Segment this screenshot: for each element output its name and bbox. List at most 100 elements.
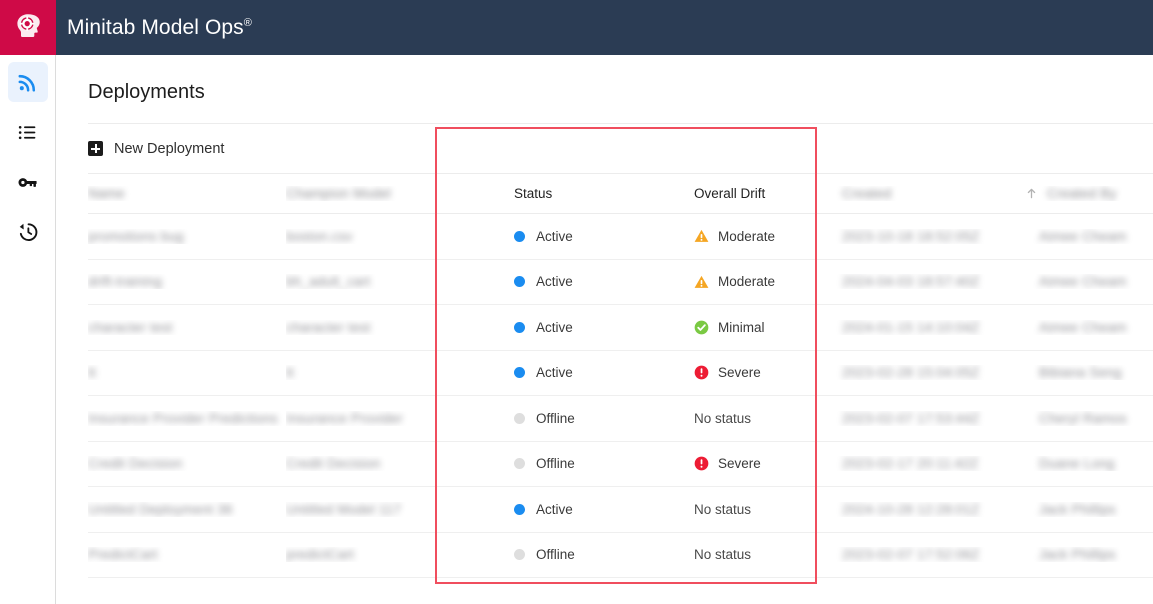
drift-label: Severe: [718, 456, 761, 472]
table-row[interactable]: promotions bug boston.csv Active Moderate 20…: [88, 214, 1153, 260]
sidebar-item-list[interactable]: [8, 112, 48, 152]
created-timestamp: 2023-02-07 17:52:06Z: [842, 547, 980, 563]
table-row[interactable]: Untitled Deployment 36 Untitled Model 117…: [88, 487, 1153, 533]
app-logo[interactable]: [0, 0, 56, 55]
table-row[interactable]: drift-training bh_adult_cart Active Moderat…: [88, 260, 1153, 305]
cell-name: drift-training: [88, 274, 286, 289]
sidebar-item-history[interactable]: [8, 212, 48, 252]
sidebar-item-api-keys[interactable]: [8, 162, 48, 202]
created-timestamp: 2024-10-28 12:28:01Z: [842, 501, 980, 517]
cell-created-by: Cheryl Ramos: [1015, 411, 1153, 426]
cell-name: Untitled Deployment 36: [88, 502, 286, 517]
cell-champion-model: Untitled Model 117: [286, 502, 476, 517]
deployment-name: drift-training: [88, 274, 163, 290]
table-row[interactable]: Insurance Provider Predictions Insurance …: [88, 396, 1153, 442]
cell-status: Offline: [476, 411, 663, 426]
status-label: Active: [536, 319, 573, 335]
cell-created-by: Bibiana Seng: [1015, 365, 1153, 380]
table-row[interactable]: PredictCart predictCart Offline No status 20…: [88, 533, 1153, 578]
check-circle-icon: [694, 320, 709, 335]
sidebar-item-deployments[interactable]: [7, 62, 48, 102]
deployment-name: tt: [88, 365, 96, 381]
page-title-app: Minitab Model Ops®: [67, 16, 252, 40]
status-label: Active: [536, 228, 573, 244]
status-dot-offline-icon: [514, 549, 525, 561]
column-header-created-by[interactable]: Created By: [1015, 186, 1153, 201]
column-header-name-label: Name: [88, 186, 125, 201]
champion-model-name: character test: [286, 319, 371, 335]
column-header-status[interactable]: Status: [476, 186, 663, 201]
cell-champion-model: predictCart: [286, 547, 476, 562]
cell-status: Active: [476, 229, 663, 244]
created-timestamp: 2024-04-03 18:57:40Z: [842, 274, 980, 290]
registered-mark: ®: [243, 16, 252, 29]
created-by-user: Jack Phillips: [1039, 547, 1116, 563]
status-label: Offline: [536, 456, 575, 472]
column-header-model[interactable]: Champion Model: [286, 186, 476, 201]
drift-label: Moderate: [718, 228, 776, 244]
new-deployment-button[interactable]: New Deployment: [114, 140, 225, 157]
column-header-drift-label: Overall Drift: [694, 186, 766, 201]
drift-label: Moderate: [718, 274, 776, 290]
cell-champion-model: tt: [286, 365, 476, 380]
cell-overall-drift: Minimal: [663, 320, 818, 335]
status-dot-active-icon: [514, 503, 525, 515]
status-dot-active-icon: [514, 321, 525, 333]
status-dot-offline-icon: [514, 458, 525, 470]
warning-triangle-icon: [694, 229, 709, 243]
cell-champion-model: Insurance Provider: [286, 411, 476, 426]
sort-arrow-icon[interactable]: [1025, 188, 1037, 199]
toolbar: New Deployment: [57, 124, 1153, 173]
app-title-text: Minitab Model Ops: [67, 15, 244, 39]
cell-overall-drift: Severe: [663, 456, 818, 471]
table-row[interactable]: character test character test Active Minima…: [88, 305, 1153, 351]
cell-status: Offline: [476, 547, 663, 562]
champion-model-name: tt: [286, 365, 294, 381]
created-timestamp: 2023-02-28 15:04:05Z: [842, 365, 980, 381]
cell-name: Insurance Provider Predictions: [88, 411, 286, 426]
cell-created: 2024-04-03 18:57:40Z: [818, 274, 1015, 289]
cell-created: 2023-02-07 17:53:44Z: [818, 411, 1015, 426]
column-header-created[interactable]: Created: [818, 186, 1015, 201]
champion-model-name: Credit Decision: [286, 456, 381, 472]
cell-status: Active: [476, 274, 663, 289]
champion-model-name: boston.csv: [286, 228, 353, 244]
cell-status: Active: [476, 365, 663, 380]
table-row[interactable]: Credit Decision Credit Decision Offline Sev…: [88, 442, 1153, 487]
history-clock-icon: [19, 223, 37, 242]
cell-overall-drift: No status: [663, 547, 818, 562]
deployment-name: Untitled Deployment 36: [88, 501, 233, 517]
cell-created-by: Jack Phillips: [1015, 547, 1153, 562]
column-header-name[interactable]: Name: [88, 186, 286, 201]
sidebar: [0, 55, 56, 604]
column-header-created-label: Created: [842, 186, 892, 201]
cell-created-by: Aimee Cheam: [1015, 320, 1153, 335]
cell-created: 2024-10-28 12:28:01Z: [818, 502, 1015, 517]
status-dot-active-icon: [514, 230, 525, 242]
cell-status: Active: [476, 502, 663, 517]
cell-champion-model: character test: [286, 320, 476, 335]
table-header-row: Name Champion Model Status Overall Drift…: [88, 173, 1153, 214]
key-icon: [18, 177, 37, 187]
column-header-drift[interactable]: Overall Drift: [663, 186, 818, 201]
status-label: Offline: [536, 547, 575, 563]
brain-gear-logo-icon: [17, 13, 40, 37]
column-header-created-by-label: Created By: [1047, 186, 1117, 201]
warning-triangle-icon: [694, 275, 709, 289]
champion-model-name: Untitled Model 117: [286, 501, 402, 517]
status-label: Active: [536, 501, 573, 517]
created-by-user: Jack Phillips: [1039, 501, 1116, 517]
title-divider: [88, 123, 1153, 124]
drift-label: Minimal: [718, 319, 765, 335]
table-row[interactable]: tt tt Active Severe 2023-02-28 15:04:05Z Bibi…: [88, 351, 1153, 396]
drift-label: No status: [694, 547, 752, 563]
rss-feed-icon: [18, 74, 36, 91]
deployment-name: Credit Decision: [88, 456, 183, 472]
error-circle-icon: [694, 456, 709, 471]
drift-label: Severe: [718, 365, 761, 381]
cell-created-by: Jack Phillips: [1015, 502, 1153, 517]
status-label: Active: [536, 274, 573, 290]
cell-created: 2023-10-18 18:52:05Z: [818, 229, 1015, 244]
drift-label: No status: [694, 501, 752, 517]
cell-name: promotions bug: [88, 229, 286, 244]
